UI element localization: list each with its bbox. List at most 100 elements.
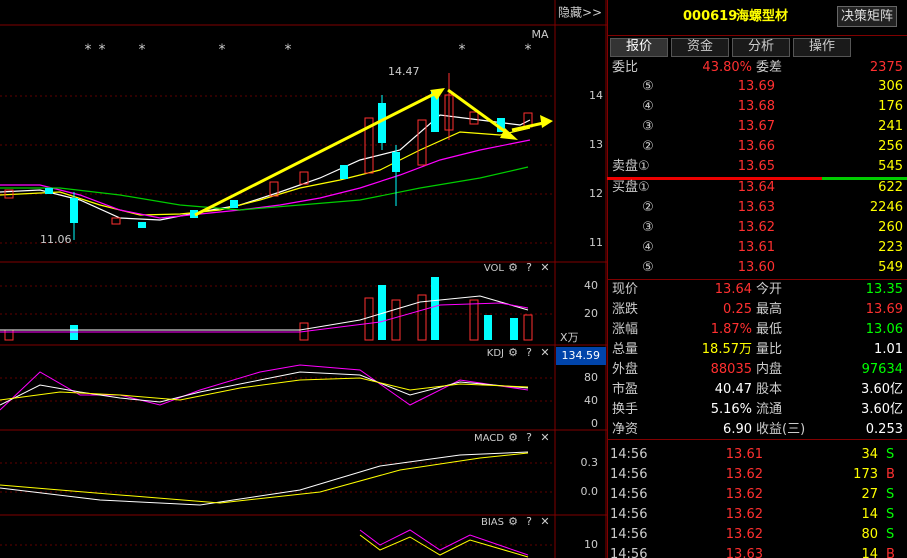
high-label: 14.47 (388, 65, 420, 78)
time: 14:56 (610, 447, 648, 462)
tab[interactable]: 分析 (747, 39, 774, 54)
volume: 34 (861, 447, 878, 462)
y-tick-label: 0.0 (581, 485, 599, 498)
tab[interactable]: 资金 (686, 39, 713, 54)
tab-bg (610, 38, 668, 57)
trend-arrows (194, 88, 553, 217)
label: 现价 (612, 282, 639, 297)
level: ③ (642, 119, 654, 134)
ma-label: MA (531, 28, 548, 41)
panel-icon[interactable]: ✕ (540, 431, 549, 444)
value: 13.06 (865, 322, 903, 337)
panel-icon[interactable]: ? (526, 431, 532, 444)
y-tick-label: 40 (584, 394, 598, 407)
panel-icon[interactable]: ⚙ (508, 261, 518, 274)
price: 13.64 (737, 180, 775, 195)
panel-icon[interactable]: ⚙ (508, 346, 518, 359)
ma-lines (0, 114, 531, 221)
separator (607, 279, 907, 280)
label: 收益(三) (756, 422, 806, 437)
value: 97634 (861, 362, 903, 377)
label: 净资 (612, 422, 639, 437)
volume: 545 (878, 159, 903, 174)
value: 88035 (710, 362, 752, 377)
panel-icon[interactable]: ? (526, 346, 532, 359)
price: 13.62 (725, 527, 763, 542)
volume: 260 (878, 220, 903, 235)
volume: 14 (861, 507, 878, 522)
indicator-lines (0, 364, 529, 558)
marker: * (99, 42, 106, 58)
value: 13.35 (865, 282, 903, 297)
side: S (886, 447, 895, 462)
hide-button[interactable]: 隐藏>> (558, 6, 602, 20)
price-tick: 13 (589, 138, 603, 151)
separator (607, 439, 907, 440)
y-tick-label: 40 (584, 279, 598, 292)
marker: * (525, 42, 532, 58)
price: 13.60 (737, 260, 775, 275)
marker: * (85, 42, 92, 58)
panel-icon[interactable]: ? (526, 515, 532, 528)
panel-icon[interactable]: ✕ (540, 515, 549, 528)
separator (607, 35, 907, 36)
time: 14:56 (610, 507, 648, 522)
button-bg (837, 6, 897, 27)
tab[interactable]: 操作 (808, 39, 835, 54)
value: 43.80% (702, 60, 752, 75)
tab-bg (793, 38, 851, 57)
tab[interactable]: 报价 (625, 39, 652, 54)
price: 13.63 (737, 200, 775, 215)
panel-icon[interactable]: ✕ (540, 261, 549, 274)
value: 18.57万 (701, 342, 752, 357)
value: 40.47 (714, 382, 752, 397)
value: 3.60亿 (861, 402, 903, 417)
panel-title: BIAS (481, 517, 504, 528)
panel-icon[interactable]: ⚙ (508, 515, 518, 528)
marker: * (219, 42, 226, 58)
volume: 176 (878, 99, 903, 114)
volume: 223 (878, 240, 903, 255)
volume: 622 (878, 180, 903, 195)
cursor-value: 134.59 (562, 349, 601, 362)
price-tick: 12 (589, 187, 603, 200)
value: 1.01 (874, 342, 903, 357)
panel-icon[interactable]: ⚙ (508, 431, 518, 444)
panel-icon[interactable]: ✕ (540, 346, 549, 359)
low-label: 11.06 (40, 233, 72, 246)
candles (4, 73, 533, 240)
label: 最低 (756, 322, 783, 337)
decision-button[interactable]: 决策矩阵 (840, 9, 893, 24)
volume: 256 (878, 139, 903, 154)
label: 换手 (612, 402, 639, 417)
marker: * (459, 42, 466, 58)
price: 13.66 (737, 139, 775, 154)
price: 13.62 (725, 467, 763, 482)
value: 13.69 (865, 302, 903, 317)
price: 13.61 (725, 447, 763, 462)
volume: 2246 (869, 200, 903, 215)
label: 市盈 (612, 382, 639, 397)
volume: 14 (861, 547, 878, 558)
time: 14:56 (610, 547, 648, 558)
price: 13.62 (737, 220, 775, 235)
side: B (886, 467, 895, 482)
value: 0.25 (723, 302, 752, 317)
stock-code: 000619 (683, 9, 738, 24)
label: 委比 (612, 60, 639, 75)
y-tick-label: 10 (584, 538, 598, 551)
level: 买盘① (612, 180, 650, 195)
frame (0, 0, 607, 558)
value: 3.60亿 (861, 382, 903, 397)
panel-title: VOL (484, 263, 505, 274)
unit-label: X万 (560, 331, 579, 344)
label: 内盘 (756, 362, 783, 377)
level: ④ (642, 240, 654, 255)
value: 5.16% (710, 402, 752, 417)
panel-icon[interactable]: ? (526, 261, 532, 274)
label: 外盘 (612, 362, 639, 377)
level: ⑤ (642, 79, 654, 94)
tab-bg (671, 38, 729, 57)
